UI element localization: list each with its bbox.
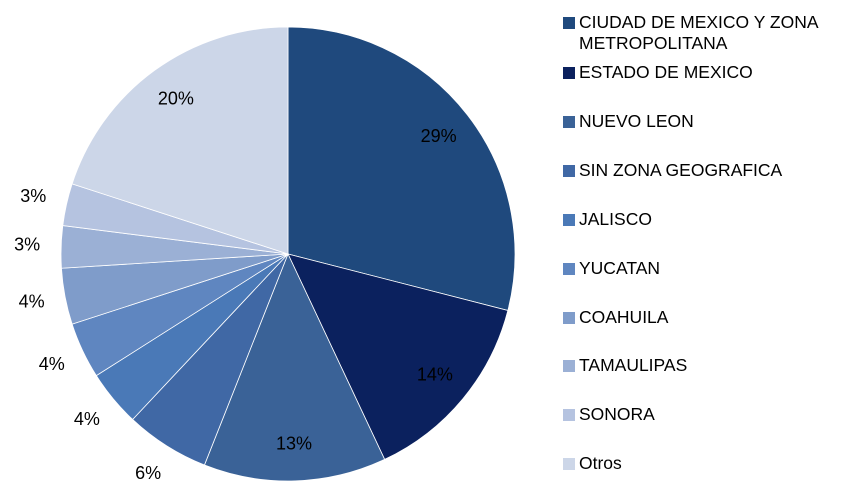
legend-item: SIN ZONA GEOGRAFICA — [563, 160, 860, 181]
legend-swatch — [563, 409, 575, 422]
legend-label: JALISCO — [579, 208, 652, 229]
data-label: 14% — [417, 364, 453, 384]
legend-item: YUCATAN — [563, 258, 860, 279]
legend-label: CIUDAD DE MEXICO Y ZONA METROPOLITANA — [579, 12, 818, 53]
legend-item: NUEVO LEON — [563, 111, 860, 132]
legend-label: ESTADO DE MEXICO — [579, 62, 753, 82]
legend-swatch — [563, 311, 575, 324]
data-label: 4% — [74, 409, 100, 429]
pie-slice — [203, 252, 386, 482]
legend-label: Otros — [579, 453, 622, 474]
legend-swatch — [563, 115, 575, 128]
legend-label: TAMAULIPAS — [579, 355, 688, 376]
legend-swatch — [563, 262, 575, 275]
data-label: 6% — [135, 463, 161, 483]
legend-item: Otros — [563, 453, 860, 474]
legend-item: ESTADO DE MEXICO — [563, 62, 860, 83]
legend-item: TAMAULIPAS — [563, 355, 860, 376]
legend-swatch — [563, 458, 575, 471]
legend-item: COAHUILA — [563, 307, 860, 328]
legend-item: CIUDAD DE MEXICO Y ZONA METROPOLITANA — [563, 12, 860, 54]
legend-label: NUEVO LEON — [579, 110, 694, 131]
legend-label: COAHUILA — [579, 306, 669, 327]
data-label: 3% — [20, 186, 46, 206]
data-label: 20% — [158, 88, 194, 108]
data-label: 3% — [14, 235, 40, 255]
pie-slice — [287, 253, 509, 460]
data-label: 4% — [19, 292, 45, 312]
legend-swatch — [563, 17, 575, 29]
legend-swatch — [563, 360, 575, 373]
legend-item: SONORA — [563, 404, 860, 425]
pie-slice — [71, 26, 289, 255]
legend-label: SIN ZONA GEOGRAFICA — [579, 159, 783, 180]
legend-label: SONORA — [579, 404, 655, 425]
data-label: 29% — [421, 126, 457, 146]
data-label: 13% — [276, 433, 312, 453]
legend-swatch — [563, 164, 575, 177]
legend-swatch — [563, 67, 575, 79]
data-label: 4% — [39, 354, 65, 374]
legend-swatch — [563, 213, 575, 226]
pie-slice — [287, 26, 516, 311]
legend-item: JALISCO — [563, 209, 860, 230]
legend-label: YUCATAN — [579, 257, 661, 278]
